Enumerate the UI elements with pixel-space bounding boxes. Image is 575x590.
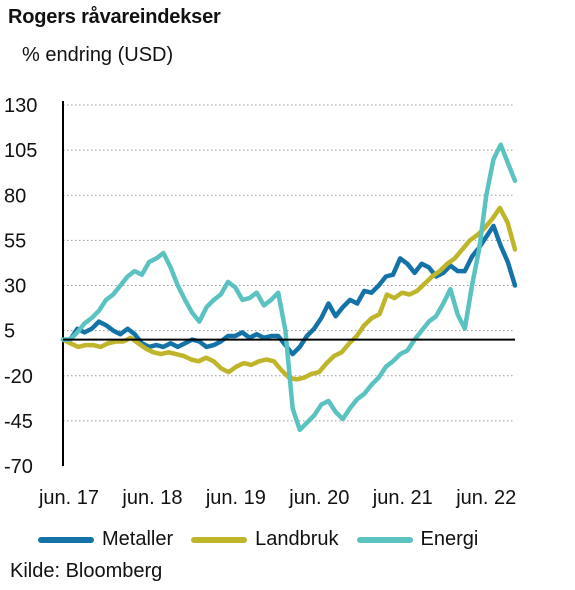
chart-title: Rogers råvareindekser: [8, 6, 221, 28]
legend-item-landbruk: Landbruk: [191, 528, 339, 551]
source-note: Kilde: Bloomberg: [10, 560, 163, 582]
x-tick-label: jun. 22: [455, 487, 516, 509]
x-tick-label: jun. 18: [121, 487, 182, 509]
y-tick-label: 30: [4, 276, 26, 298]
legend-swatch-metaller: [38, 536, 94, 543]
legend-label-landbruk: Landbruk: [255, 528, 339, 550]
y-tick-label: -45: [4, 411, 33, 433]
series-line-energi: [60, 142, 518, 433]
y-tick-label: 80: [4, 185, 26, 207]
y-tick-label: -70: [4, 456, 33, 478]
x-tick-label: jun. 20: [288, 487, 349, 509]
legend-label-metaller: Metaller: [102, 528, 174, 550]
x-tick-label: jun. 19: [205, 487, 266, 509]
y-axis-unit-label: % endring (USD): [22, 44, 174, 66]
series-line-metaller: [60, 223, 518, 357]
y-tick-label: 5: [4, 321, 15, 343]
x-tick-label: jun. 21: [372, 487, 433, 509]
y-tick-label: -20: [4, 366, 33, 388]
y-tick-label: 130: [4, 95, 37, 117]
y-tick-label: 105: [4, 140, 37, 162]
x-tick-label: jun. 17: [38, 487, 99, 509]
legend-label-energi: Energi: [420, 528, 479, 550]
legend-swatch-energi: [356, 536, 413, 543]
y-tick-label: 55: [4, 230, 26, 252]
legend-item-energi: Energi: [356, 528, 479, 551]
legend-item-metaller: Metaller: [38, 528, 173, 551]
legend-swatch-landbruk: [191, 536, 248, 543]
legend: Metaller Landbruk Energi: [38, 528, 496, 551]
